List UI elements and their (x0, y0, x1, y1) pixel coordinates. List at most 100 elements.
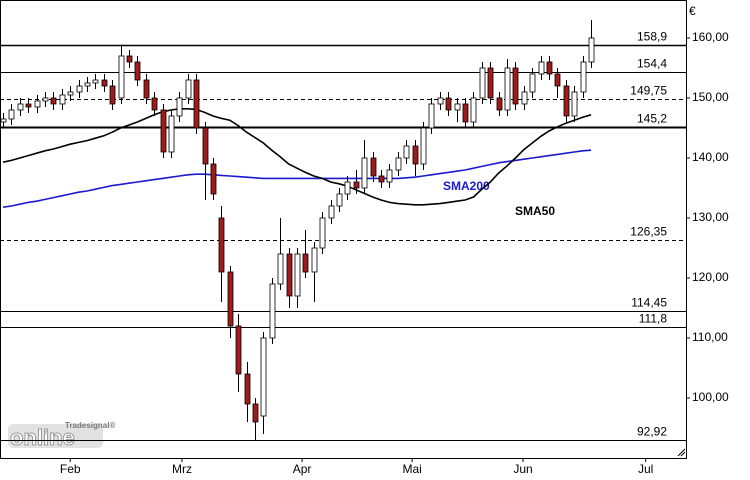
candle-body (269, 283, 276, 339)
candle-body (143, 79, 150, 99)
candle-body (126, 55, 133, 63)
y-tick-label: 140,00 (692, 150, 729, 164)
candle-body (328, 205, 335, 219)
candle-body (286, 253, 293, 297)
candle-body (538, 61, 545, 75)
candle-body (260, 337, 267, 417)
candle-body (420, 127, 427, 165)
y-tick-label: 100,00 (692, 390, 729, 404)
candle-body (563, 85, 570, 117)
candle-body (302, 253, 309, 273)
candle-body (454, 103, 461, 111)
currency-label: € (689, 4, 696, 18)
candle-body (244, 373, 251, 405)
candle-body (0, 118, 7, 123)
candle-body (151, 97, 158, 111)
candle-body (227, 271, 234, 327)
level-label: 158,9 (637, 30, 667, 44)
x-tick-label: Apr (293, 462, 312, 476)
candle-body (8, 109, 15, 120)
candle-body (496, 97, 503, 111)
candle-body (487, 67, 494, 99)
candle-body (134, 61, 141, 81)
candle-body (344, 181, 351, 195)
candle-body (84, 82, 91, 87)
candle-body (160, 109, 167, 153)
candle-body (353, 181, 360, 189)
x-tick-label: Mai (402, 462, 421, 476)
candle-body (277, 253, 284, 285)
candle-body (235, 325, 242, 375)
level-label: 111,8 (639, 312, 668, 326)
y-tick-label: 160,00 (692, 30, 729, 44)
level-label: 154,4 (637, 57, 667, 71)
level-label: 126,35 (630, 225, 667, 239)
candle-body (76, 85, 83, 93)
candle-body (336, 193, 343, 207)
candle-body (588, 37, 595, 63)
level-label: 114,45 (631, 296, 667, 310)
candle-body (361, 157, 368, 189)
candle-body (445, 97, 452, 111)
candle-body (118, 55, 125, 99)
candle-body (378, 175, 385, 183)
x-tick-label: Mrz (172, 462, 192, 476)
candle-body (59, 94, 66, 105)
candle-body (370, 157, 377, 177)
plot-frame (0, 0, 687, 459)
y-tick-label: 110,00 (692, 330, 728, 344)
candle-body (252, 403, 259, 423)
candle-body (34, 100, 41, 108)
candle-body (403, 145, 410, 159)
level-label: 145,2 (637, 112, 667, 126)
candle-body (101, 79, 108, 87)
candle-body (176, 97, 183, 117)
candle-body (546, 61, 553, 75)
candle-body (554, 73, 561, 87)
candle-body (92, 79, 99, 84)
series-label: SMA200 (443, 179, 490, 193)
moving-average (2, 149, 592, 208)
candle-body (210, 163, 217, 195)
candle-body (109, 85, 116, 105)
candle-body (428, 103, 435, 129)
candle-body (571, 91, 578, 117)
watermark: Tradesignal® online (8, 421, 115, 450)
y-tick-label: 120,00 (692, 270, 729, 284)
candle-body (185, 79, 192, 99)
candle-body (529, 73, 536, 93)
y-tick-label: 130,00 (692, 210, 729, 224)
candle-body (437, 97, 444, 105)
candle-body (395, 157, 402, 171)
candle-body (470, 97, 477, 123)
candle-body (25, 103, 32, 108)
candle-body (412, 145, 419, 165)
candle-body (17, 103, 24, 111)
level-label: 149,75 (630, 84, 667, 98)
candle-body (479, 67, 486, 99)
candle-body (311, 247, 318, 273)
candle-body (202, 127, 209, 165)
candle-body (521, 91, 528, 105)
series-label: SMA50 (515, 204, 555, 218)
candle-body (504, 67, 511, 111)
candle-body (294, 253, 301, 297)
x-tick-label: Jun (513, 462, 532, 476)
y-tick-label: 150,00 (692, 90, 729, 104)
logo-text: online (10, 425, 75, 450)
candle-body (218, 217, 225, 273)
level-label: 92,92 (637, 425, 667, 439)
moving-average (2, 108, 592, 206)
logo-brand: Tradesignal® (65, 421, 115, 430)
candle-body (42, 97, 49, 102)
candle-body (319, 217, 326, 249)
candle-body (168, 115, 175, 153)
candle-body (50, 97, 57, 105)
candle-body (67, 91, 74, 96)
candle-body (512, 67, 519, 105)
x-tick-label: Jul (638, 462, 653, 476)
candle-body (462, 103, 469, 123)
resize-handle (677, 448, 686, 457)
candle-body (386, 169, 393, 183)
